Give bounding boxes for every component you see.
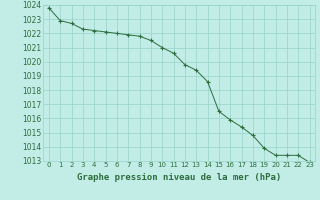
X-axis label: Graphe pression niveau de la mer (hPa): Graphe pression niveau de la mer (hPa) bbox=[77, 173, 281, 182]
